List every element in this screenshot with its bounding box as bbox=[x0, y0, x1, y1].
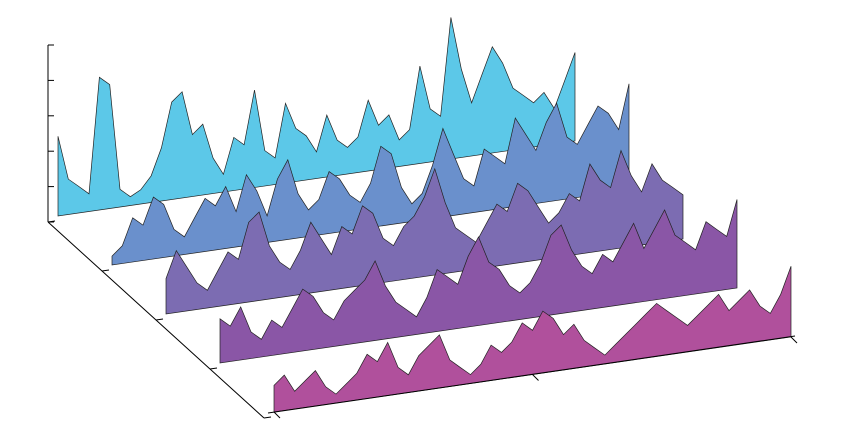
depth-tick bbox=[101, 269, 110, 272]
depth-tick bbox=[47, 220, 56, 223]
x-axis bbox=[267, 335, 796, 414]
depth-tick bbox=[155, 318, 164, 321]
ridge-area bbox=[111, 83, 630, 266]
ridge-area bbox=[165, 149, 684, 315]
x-tick bbox=[790, 336, 798, 344]
depth-tick bbox=[263, 416, 272, 419]
ridge-area bbox=[273, 266, 792, 413]
ridge-area bbox=[219, 199, 738, 364]
ridge-area bbox=[57, 17, 576, 217]
x-tick bbox=[532, 374, 539, 381]
x-tick bbox=[273, 411, 281, 419]
depth-tick bbox=[209, 367, 218, 370]
